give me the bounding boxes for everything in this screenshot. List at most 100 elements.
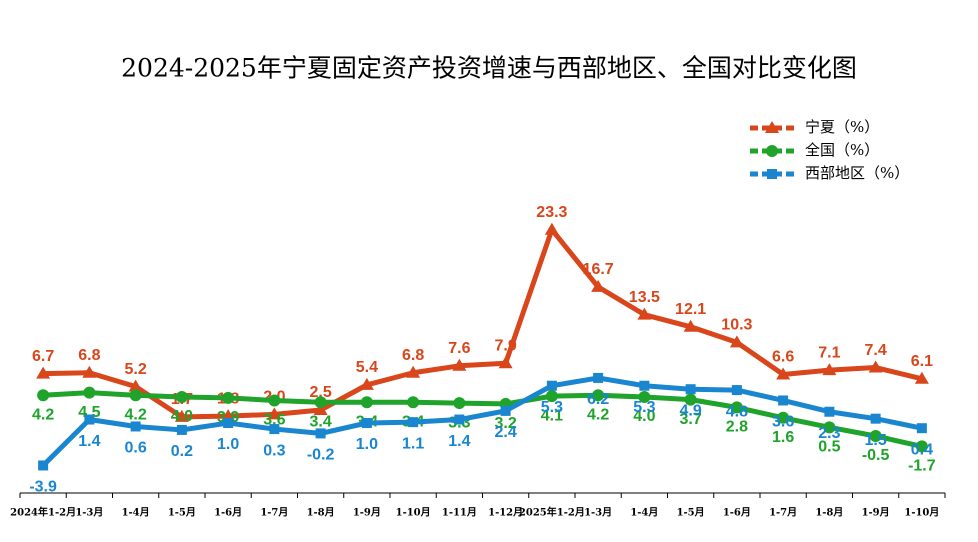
- data-point: [222, 391, 235, 404]
- data-label: 4.5: [78, 404, 100, 421]
- data-label: 1.0: [217, 436, 239, 453]
- data-label: 1.4: [448, 433, 470, 450]
- data-label: 0.4: [911, 441, 933, 458]
- x-tick-label: 1-3月: [584, 507, 612, 519]
- x-tick-label: 1-5月: [168, 507, 196, 519]
- data-label: -0.2: [307, 447, 335, 464]
- data-point: [174, 409, 189, 422]
- legend-label: 西部地区（%）: [805, 164, 909, 182]
- chart-title: 2024-2025年宁夏固定资产投资增速与西部地区、全国对比变化图: [121, 54, 857, 83]
- x-tick-label: 1-4月: [122, 507, 150, 519]
- data-point: [870, 413, 881, 424]
- data-label: 6.8: [402, 347, 424, 364]
- data-point: [639, 380, 650, 391]
- data-label: -1.7: [908, 458, 936, 475]
- data-label: 2.4: [495, 424, 517, 441]
- data-point: [128, 379, 143, 392]
- data-point: [223, 418, 234, 428]
- data-point: [267, 407, 282, 420]
- legend-marker: [766, 145, 778, 157]
- data-label: 6.1: [911, 353, 933, 370]
- data-point: [914, 371, 929, 384]
- data-label: 4.9: [680, 402, 702, 419]
- data-label: 4.2: [32, 406, 54, 423]
- data-label: 0.6: [125, 440, 147, 457]
- x-tick-label: 1-9月: [353, 507, 381, 519]
- data-point: [592, 389, 605, 402]
- data-label: 2.3: [818, 425, 840, 442]
- data-point: [361, 418, 372, 428]
- data-point: [408, 417, 419, 428]
- data-label: 10.3: [721, 317, 752, 334]
- legend-marker: [765, 121, 779, 133]
- data-point: [823, 421, 836, 434]
- data-label: 1.4: [78, 433, 100, 450]
- data-label: 0.5: [818, 439, 840, 456]
- data-point: [915, 440, 928, 453]
- data-label: 1.0: [356, 436, 378, 453]
- data-point: [916, 423, 927, 434]
- data-point: [731, 385, 742, 396]
- x-tick-label: 2025年1-2月: [519, 506, 585, 519]
- data-label: 3.2: [495, 415, 517, 432]
- data-point: [313, 403, 328, 415]
- data-label: -3.9: [29, 479, 57, 496]
- data-point: [868, 360, 883, 373]
- x-tick-label: 1-11月: [442, 507, 477, 519]
- data-label: 4.2: [125, 406, 147, 423]
- x-tick-label: 1-8月: [307, 507, 335, 519]
- data-label: 12.1: [675, 301, 706, 318]
- data-point: [591, 279, 606, 292]
- data-point: [315, 428, 326, 439]
- data-point: [822, 363, 837, 376]
- data-point: [730, 401, 743, 414]
- data-point: [268, 394, 281, 407]
- data-point: [38, 460, 49, 471]
- data-label: 4.2: [587, 406, 609, 423]
- data-label: 4.0: [633, 408, 655, 425]
- data-point: [175, 391, 188, 403]
- data-point: [778, 395, 789, 406]
- data-label: 0.2: [171, 443, 193, 460]
- data-label: 5.4: [356, 359, 378, 376]
- data-point: [637, 307, 652, 320]
- data-label: 7.4: [865, 342, 887, 359]
- data-label: 3.6: [772, 414, 794, 431]
- legend-label: 宁夏（%）: [805, 118, 879, 136]
- series-line: [41, 375, 923, 468]
- data-point: [545, 390, 558, 403]
- data-point: [176, 424, 187, 435]
- x-tick-label: 1-9月: [862, 507, 890, 519]
- x-tick-label: 1-7月: [260, 507, 288, 519]
- x-tick-label: 1-10月: [396, 507, 431, 519]
- data-point: [593, 372, 604, 383]
- data-label: 5.3: [541, 399, 563, 416]
- data-label: 16.7: [583, 261, 614, 278]
- data-label: 7.1: [818, 344, 840, 361]
- data-label: 6.6: [772, 349, 794, 366]
- data-point: [498, 356, 513, 369]
- data-label: 3.4: [310, 413, 332, 430]
- data-point: [546, 380, 557, 391]
- data-label: 2.8: [726, 419, 748, 436]
- data-label: 5.3: [633, 399, 655, 416]
- series-line: [42, 390, 923, 449]
- data-point: [83, 386, 96, 399]
- data-label: 23.3: [536, 204, 567, 221]
- data-point: [685, 384, 696, 395]
- x-tick-label: 2024年1-2月: [10, 506, 76, 519]
- data-label: 7.9: [495, 337, 517, 354]
- data-point: [869, 430, 882, 442]
- data-point: [82, 365, 97, 378]
- x-tick-label: 1-8月: [815, 507, 843, 519]
- x-tick-label: 1-10月: [904, 507, 939, 519]
- data-point: [36, 366, 51, 379]
- data-point: [360, 396, 373, 409]
- x-tick-label: 1-3月: [75, 507, 103, 519]
- data-point: [683, 319, 698, 332]
- data-label: 6.8: [78, 347, 100, 364]
- x-tick-label: 1-12月: [488, 507, 523, 519]
- data-label: 7.6: [448, 340, 470, 357]
- data-label: 2.5: [310, 384, 332, 401]
